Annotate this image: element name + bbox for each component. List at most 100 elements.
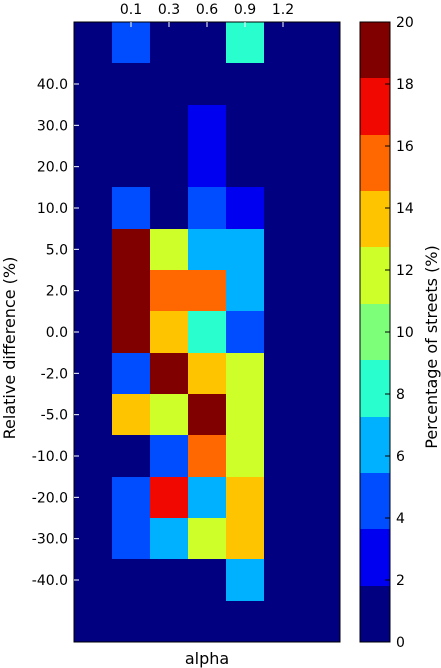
heatmap-cell bbox=[150, 146, 188, 187]
heatmap-cell bbox=[226, 63, 264, 105]
heatmap-cell bbox=[150, 394, 188, 435]
y-tick-label: -40.0 bbox=[32, 573, 68, 589]
colorbar-segment bbox=[360, 473, 390, 529]
heatmap-cell bbox=[264, 229, 302, 270]
heatmap-cell bbox=[302, 105, 340, 146]
heatmap-cell bbox=[226, 229, 264, 270]
heatmap-cell bbox=[150, 477, 188, 518]
heatmap-cell bbox=[302, 229, 340, 270]
heatmap-cell bbox=[188, 601, 226, 642]
heatmap-cell bbox=[188, 146, 226, 187]
heatmap-cell bbox=[188, 353, 226, 394]
heatmap-cell bbox=[74, 187, 112, 229]
colorbar-tick-label: 0 bbox=[396, 635, 405, 651]
heatmap-cell bbox=[226, 22, 264, 63]
heatmap-cell bbox=[150, 63, 188, 105]
heatmap-cell bbox=[74, 229, 112, 270]
heatmap-cells bbox=[74, 22, 340, 642]
heatmap-cell bbox=[188, 518, 226, 559]
heatmap-cell bbox=[188, 187, 226, 229]
heatmap-cell bbox=[302, 146, 340, 187]
heatmap-cell bbox=[112, 22, 150, 63]
heatmap-cell bbox=[112, 559, 150, 601]
heatmap-cell bbox=[264, 187, 302, 229]
colorbar-tick-label: 6 bbox=[396, 449, 405, 465]
heatmap-cell bbox=[74, 105, 112, 146]
heatmap-cell bbox=[74, 559, 112, 601]
heatmap-cell bbox=[302, 435, 340, 477]
colorbar-segment bbox=[360, 360, 390, 417]
heatmap-cell bbox=[74, 601, 112, 642]
x-axis-label: alpha bbox=[185, 649, 229, 668]
heatmap-cell bbox=[150, 270, 188, 311]
heatmap-cell bbox=[112, 187, 150, 229]
colorbar-segment bbox=[360, 247, 390, 304]
y-tick-label: -2.0 bbox=[41, 366, 68, 382]
y-axis-label: Relative difference (%) bbox=[0, 257, 19, 440]
heatmap-cell bbox=[74, 22, 112, 63]
heatmap-cell bbox=[188, 435, 226, 477]
heatmap-cell bbox=[188, 63, 226, 105]
y-tick-label: -20.0 bbox=[32, 490, 68, 506]
heatmap-cell bbox=[150, 311, 188, 353]
y-tick-label: 0.0 bbox=[46, 325, 68, 341]
heatmap-cell bbox=[112, 518, 150, 559]
heatmap-cell bbox=[188, 22, 226, 63]
colorbar-segment bbox=[360, 529, 390, 586]
heatmap-cell bbox=[226, 477, 264, 518]
heatmap-cell bbox=[264, 477, 302, 518]
colorbar-tick-label: 20 bbox=[396, 15, 414, 31]
y-tick-label: 30.0 bbox=[37, 118, 68, 134]
colorbar-segment bbox=[360, 135, 390, 191]
heatmap-cell bbox=[188, 311, 226, 353]
y-tick-label: 40.0 bbox=[37, 77, 68, 93]
colorbar-segment bbox=[360, 22, 390, 78]
x-tick-label: 0.9 bbox=[234, 2, 256, 18]
heatmap-cell bbox=[302, 518, 340, 559]
heatmap-cell bbox=[112, 311, 150, 353]
heatmap-cell bbox=[188, 477, 226, 518]
heatmap-cell bbox=[150, 187, 188, 229]
heatmap-cell bbox=[302, 270, 340, 311]
heatmap-cell bbox=[264, 22, 302, 63]
heatmap-cell bbox=[74, 353, 112, 394]
heatmap-cell bbox=[112, 394, 150, 435]
heatmap-cell bbox=[74, 63, 112, 105]
heatmap-cell bbox=[74, 311, 112, 353]
heatmap-cell bbox=[150, 229, 188, 270]
colorbar bbox=[360, 22, 390, 642]
x-tick-label: 0.6 bbox=[196, 2, 218, 18]
heatmap-cell bbox=[302, 187, 340, 229]
heatmap-cell bbox=[264, 601, 302, 642]
x-tick-label: 1.2 bbox=[272, 2, 294, 18]
heatmap-cell bbox=[302, 559, 340, 601]
heatmap-cell bbox=[264, 311, 302, 353]
heatmap-cell bbox=[302, 311, 340, 353]
heatmap-cell bbox=[150, 518, 188, 559]
y-tick-label: 10.0 bbox=[37, 201, 68, 217]
heatmap-cell bbox=[264, 518, 302, 559]
colorbar-tick-label: 4 bbox=[396, 511, 405, 527]
heatmap-cell bbox=[302, 601, 340, 642]
heatmap-cell bbox=[74, 394, 112, 435]
heatmap-cell bbox=[74, 435, 112, 477]
heatmap-cell bbox=[74, 270, 112, 311]
heatmap-cell bbox=[226, 105, 264, 146]
y-tick-label: 20.0 bbox=[37, 160, 68, 176]
heatmap-cell bbox=[150, 559, 188, 601]
heatmap-cell bbox=[226, 601, 264, 642]
heatmap-cell bbox=[226, 394, 264, 435]
colorbar-label: Percentage of streets (%) bbox=[422, 245, 441, 449]
heatmap-cell bbox=[226, 559, 264, 601]
heatmap-cell bbox=[188, 229, 226, 270]
heatmap-cell bbox=[264, 146, 302, 187]
y-tick-label: -10.0 bbox=[32, 449, 68, 465]
heatmap-cell bbox=[188, 394, 226, 435]
heatmap-cell bbox=[188, 105, 226, 146]
heatmap-cell bbox=[112, 353, 150, 394]
heatmap-cell bbox=[188, 270, 226, 311]
y-tick-label: 5.0 bbox=[46, 242, 68, 258]
heatmap-cell bbox=[112, 435, 150, 477]
heatmap-cell bbox=[188, 559, 226, 601]
x-tick-label: 0.3 bbox=[158, 2, 180, 18]
